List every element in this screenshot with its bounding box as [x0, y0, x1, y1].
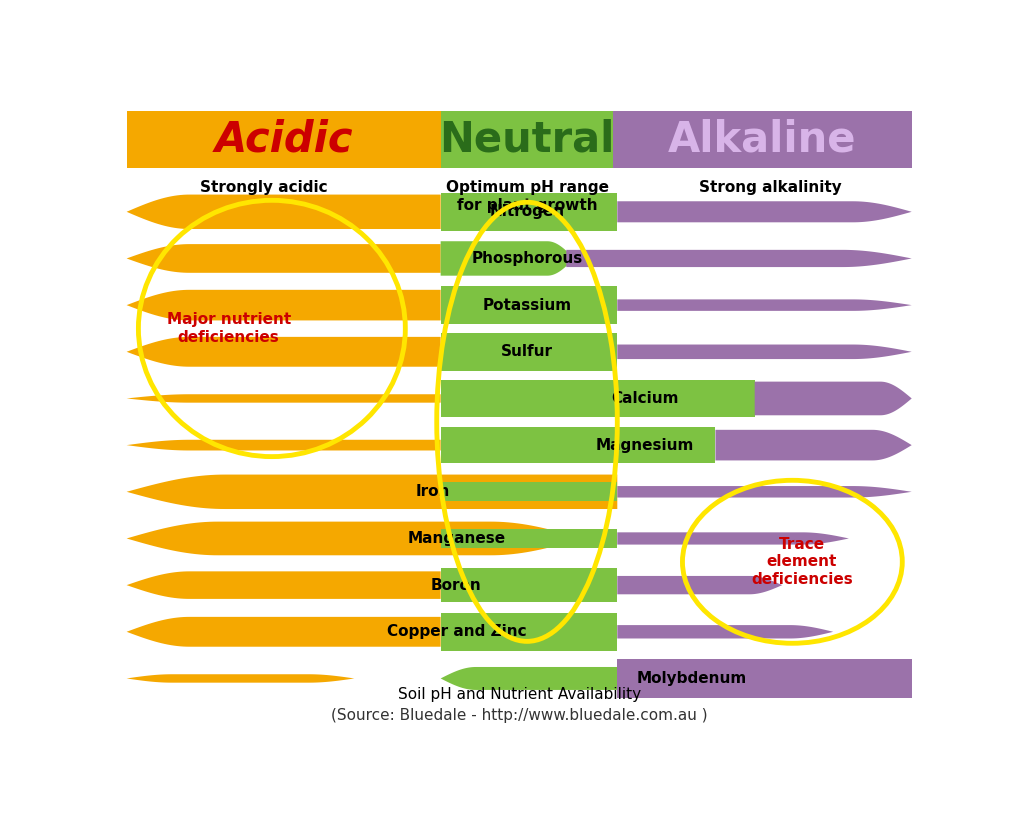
Text: Molybdenum: Molybdenum	[637, 671, 747, 686]
Text: Trace
element
deficiencies: Trace element deficiencies	[751, 537, 853, 586]
Polygon shape	[617, 625, 833, 639]
FancyBboxPatch shape	[441, 111, 614, 168]
Polygon shape	[441, 427, 715, 464]
Polygon shape	[441, 192, 617, 231]
Polygon shape	[617, 486, 912, 497]
FancyBboxPatch shape	[614, 111, 912, 168]
Text: Acidic: Acidic	[215, 118, 353, 161]
Text: Copper and Zinc: Copper and Zinc	[387, 624, 526, 640]
Polygon shape	[127, 617, 441, 647]
Polygon shape	[441, 613, 617, 651]
Polygon shape	[127, 290, 441, 320]
Polygon shape	[617, 201, 912, 222]
Polygon shape	[441, 380, 755, 417]
Text: Calcium: Calcium	[611, 391, 679, 406]
Text: Alkaline: Alkaline	[669, 118, 857, 161]
Polygon shape	[127, 474, 617, 509]
Text: Potassium: Potassium	[482, 297, 571, 313]
Polygon shape	[127, 244, 441, 273]
Polygon shape	[441, 482, 617, 501]
Text: Nitrogen: Nitrogen	[489, 204, 564, 219]
Polygon shape	[441, 286, 617, 324]
Polygon shape	[617, 345, 912, 359]
Polygon shape	[441, 333, 617, 371]
Text: Boron: Boron	[431, 577, 482, 593]
Text: Soil pH and Nutrient Availability: Soil pH and Nutrient Availability	[397, 686, 641, 702]
Polygon shape	[127, 522, 581, 555]
Text: Major nutrient
deficiencies: Major nutrient deficiencies	[166, 312, 291, 345]
Text: Manganese: Manganese	[407, 531, 505, 546]
Polygon shape	[441, 667, 617, 690]
Polygon shape	[617, 532, 849, 545]
FancyBboxPatch shape	[127, 111, 441, 168]
Polygon shape	[617, 576, 782, 595]
Text: Optimum pH range
for plant growth: Optimum pH range for plant growth	[446, 180, 609, 213]
Text: Magnesium: Magnesium	[596, 437, 694, 453]
Polygon shape	[127, 195, 441, 229]
Polygon shape	[715, 430, 912, 460]
Polygon shape	[441, 529, 617, 548]
Polygon shape	[441, 242, 574, 276]
Text: (Source: Bluedale - http://www.bluedale.com.au ): (Source: Bluedale - http://www.bluedale.…	[331, 708, 707, 722]
Text: Iron: Iron	[415, 484, 450, 500]
Polygon shape	[127, 572, 441, 599]
Polygon shape	[617, 659, 912, 698]
Text: Strong alkalinity: Strong alkalinity	[699, 180, 842, 195]
Text: Strongly acidic: Strongly acidic	[201, 180, 328, 195]
Polygon shape	[755, 382, 912, 415]
Text: Sulfur: Sulfur	[501, 344, 553, 360]
Polygon shape	[127, 674, 355, 683]
Text: Phosphorous: Phosphorous	[471, 251, 582, 266]
Polygon shape	[441, 568, 617, 602]
Polygon shape	[566, 250, 912, 267]
Polygon shape	[127, 394, 441, 403]
Text: Neutral: Neutral	[440, 118, 615, 161]
Polygon shape	[127, 337, 441, 367]
Polygon shape	[127, 440, 441, 450]
Polygon shape	[617, 300, 912, 311]
